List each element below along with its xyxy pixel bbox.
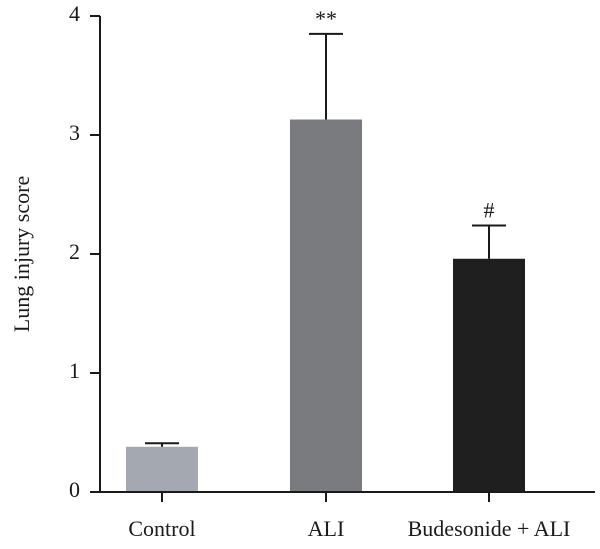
bar-2: [453, 258, 525, 492]
significance-marker-2: #: [484, 197, 495, 222]
y-tick-label-2: 2: [69, 239, 80, 264]
x-category-label-1: ALI: [308, 516, 345, 541]
y-tick-label-3: 3: [69, 120, 80, 145]
x-category-label-0: Control: [128, 516, 195, 541]
y-tick-label-0: 0: [69, 477, 80, 502]
y-tick-label-1: 1: [69, 358, 80, 383]
bar-1: [290, 119, 362, 492]
bar-0: [126, 446, 198, 492]
x-category-label-2: Budesonide + ALI: [408, 516, 571, 541]
y-axis-label: Lung injury score: [9, 176, 34, 332]
significance-marker-1: **: [315, 6, 337, 31]
y-tick-label-4: 4: [69, 1, 80, 26]
